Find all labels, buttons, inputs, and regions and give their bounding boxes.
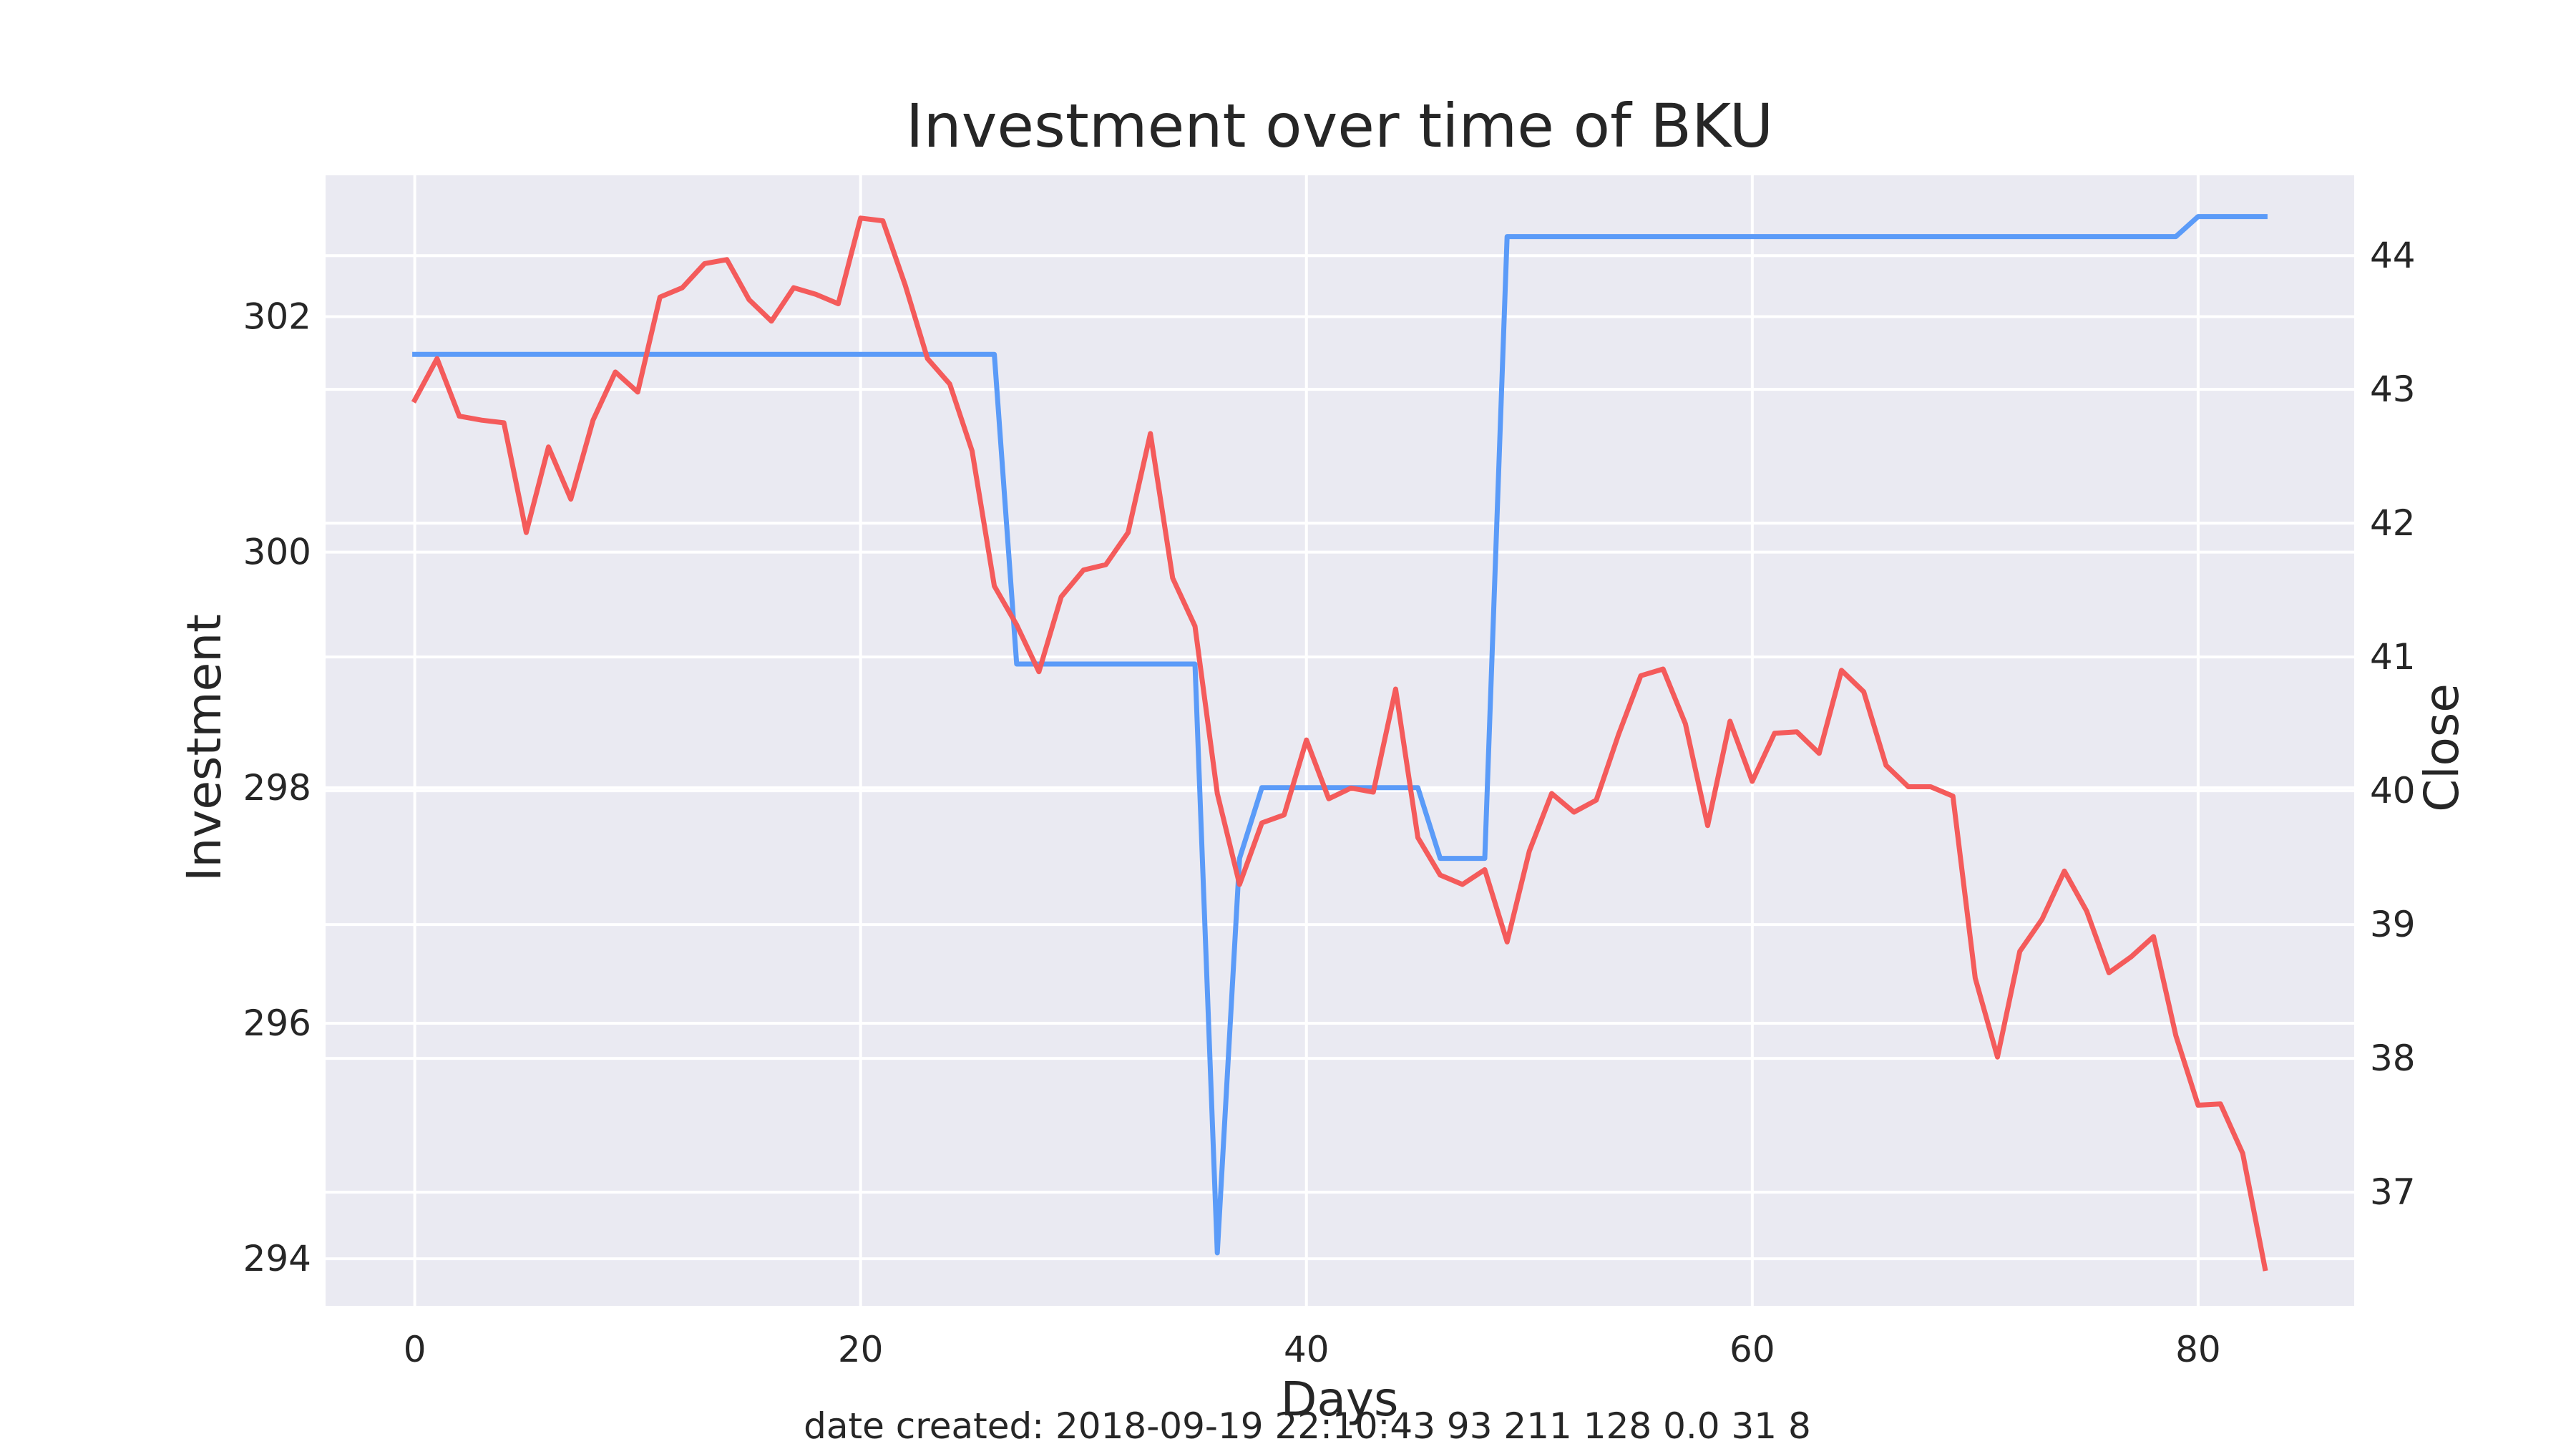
y-right-tick-label: 42 <box>2370 502 2416 544</box>
x-tick-label: 80 <box>2175 1329 2221 1370</box>
series-line-close <box>411 215 2268 1272</box>
y-axis-left-label: Investment <box>177 614 232 882</box>
y-right-tick-label: 44 <box>2370 235 2416 276</box>
y-left-tick-label: 298 <box>243 767 311 809</box>
y-axis-right-label: Close <box>2414 683 2469 812</box>
plot-background <box>326 175 2354 1306</box>
y-left-tick-label: 294 <box>243 1238 311 1279</box>
y-right-tick-label: 37 <box>2370 1171 2416 1213</box>
y-right-tick-label: 38 <box>2370 1038 2416 1079</box>
x-axis-label: Days <box>1281 1372 1399 1427</box>
y-right-tick-label: 43 <box>2370 369 2416 410</box>
x-tick-label: 60 <box>1729 1329 1775 1370</box>
y-left-tick-label: 302 <box>243 296 311 338</box>
series-line-investment <box>412 214 2268 1256</box>
y-right-tick-label: 39 <box>2370 904 2416 945</box>
x-tick-label: 0 <box>404 1329 426 1370</box>
footer-text: date created: 2018-09-19 22:10:43 93 211… <box>804 1405 1811 1447</box>
y-right-tick-label: 40 <box>2370 770 2416 811</box>
x-tick-label: 40 <box>1284 1329 1330 1370</box>
chart-title: Investment over time of BKU <box>906 91 1774 161</box>
ticks: 0 20 40 60 80 294 296 298 300 302 37 38 39 40 41 42 43 44 <box>243 235 2416 1370</box>
series-layer <box>411 214 2268 1272</box>
y-right-tick-label: 41 <box>2370 636 2416 678</box>
y-left-tick-label: 300 <box>243 532 311 573</box>
x-tick-label: 20 <box>838 1329 884 1370</box>
y-left-tick-label: 296 <box>243 1002 311 1044</box>
